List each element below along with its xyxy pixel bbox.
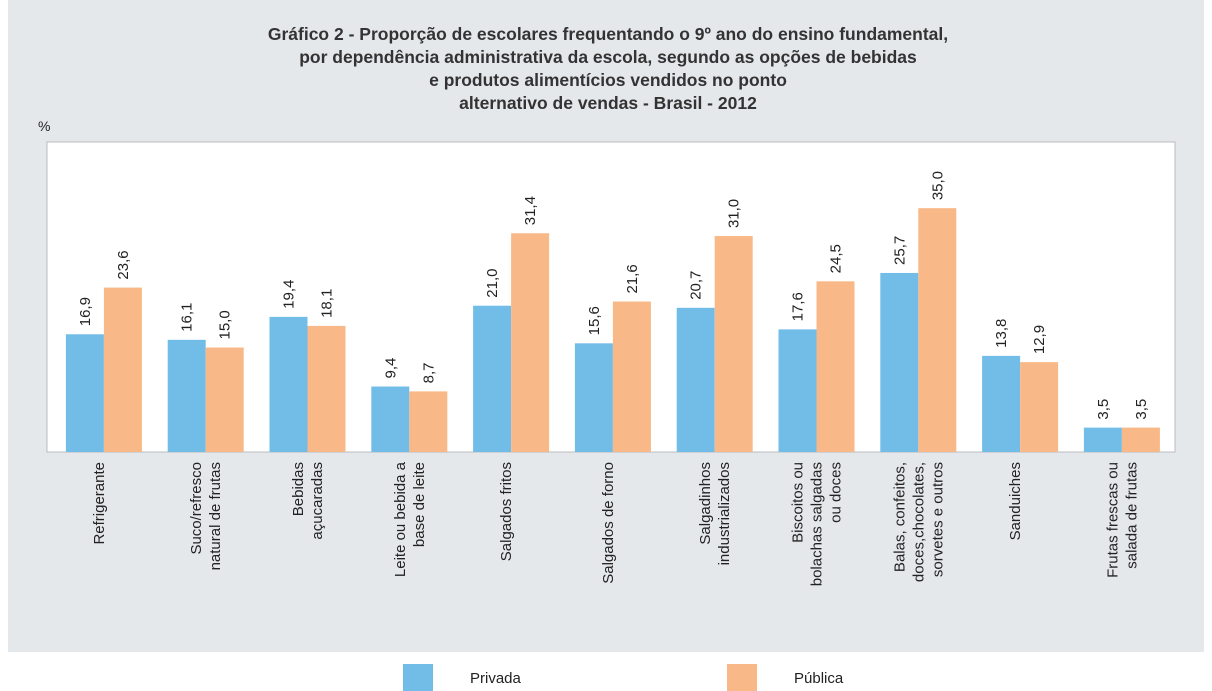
value-label: 21,6 [624, 264, 641, 293]
bar [269, 316, 308, 452]
value-label: 19,4 [281, 280, 298, 309]
value-label: 3,5 [1133, 399, 1150, 420]
legend-swatch [727, 664, 757, 691]
value-label: 17,6 [790, 292, 807, 321]
x-tick-label: Bebidas açucaradas [290, 462, 326, 540]
bar [918, 208, 957, 452]
value-label: 18,1 [319, 289, 336, 318]
bar [1020, 362, 1059, 452]
value-label: 15,6 [586, 306, 603, 335]
value-label: 23,6 [115, 250, 132, 279]
value-label: 24,5 [828, 244, 845, 273]
bar [676, 307, 715, 452]
value-label: 31,4 [522, 196, 539, 225]
bar [409, 391, 448, 452]
bar [574, 343, 613, 452]
x-tick-label: Leite ou bebida a base de leite [392, 461, 428, 577]
bar [880, 272, 919, 452]
bar [816, 281, 855, 452]
bar [473, 305, 512, 452]
value-label: 20,7 [688, 271, 705, 300]
legend-label: Pública [794, 670, 844, 687]
y-axis-label: % [38, 118, 50, 134]
bar [778, 329, 817, 452]
x-tick-label: Frutas frescas ou salada de frutas [1104, 462, 1140, 578]
bar [1083, 427, 1122, 452]
legend-label: Privada [470, 670, 522, 687]
x-tick-label: Salgadinhos industrializados [697, 462, 733, 565]
bar [65, 334, 104, 452]
value-label: 35,0 [929, 171, 946, 200]
bar [612, 301, 651, 452]
bar [371, 386, 410, 452]
x-tick-label: Sanduiches [1007, 462, 1024, 540]
value-label: 31,0 [726, 199, 743, 228]
legend-swatch [403, 664, 433, 691]
bar [205, 347, 244, 452]
bar [167, 339, 206, 452]
x-tick-label: Suco/refresco natural de frutas [188, 462, 224, 570]
value-label: 15,0 [217, 310, 234, 339]
x-tick-label: Salgados fritos [498, 462, 515, 561]
bar [307, 325, 346, 452]
x-tick-label: Salgados de forno [600, 462, 617, 584]
value-label: 13,8 [993, 319, 1010, 348]
value-label: 25,7 [891, 236, 908, 265]
value-label: 21,0 [484, 269, 501, 298]
chart-title: Gráfico 2 - Proporção de escolares frequ… [268, 24, 948, 113]
value-label: 9,4 [382, 358, 399, 379]
x-tick-label: Biscoitos ou bolachas salgadas ou doces [790, 462, 845, 586]
bar [1121, 427, 1160, 452]
bar [714, 236, 753, 452]
bar [511, 233, 550, 452]
value-label: 8,7 [420, 363, 437, 384]
x-tick-label: Balas, confeitos, doces,chocolates, sorvet… [891, 462, 946, 582]
bar [103, 287, 142, 452]
x-tick-label: Refrigerante [91, 462, 108, 545]
value-label: 16,9 [77, 297, 94, 326]
value-label: 12,9 [1031, 325, 1048, 354]
value-label: 3,5 [1095, 399, 1112, 420]
bar [982, 355, 1021, 452]
value-label: 16,1 [179, 303, 196, 332]
